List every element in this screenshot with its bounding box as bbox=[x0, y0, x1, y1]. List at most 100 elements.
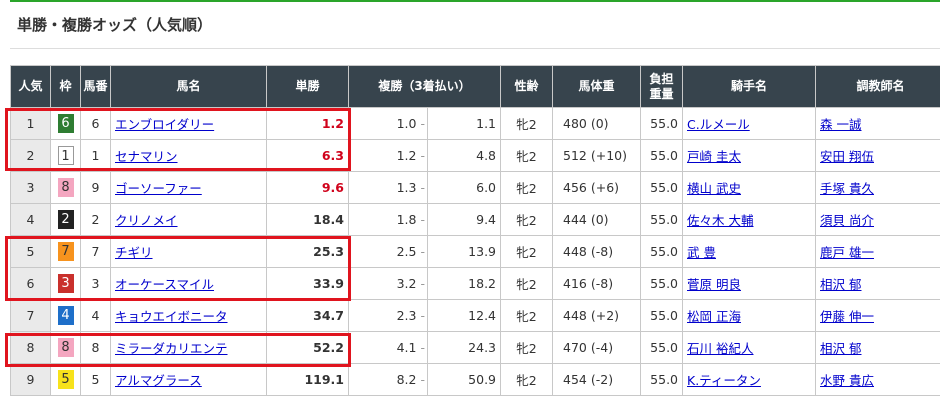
jockey-cell: 松岡 正海 bbox=[682, 299, 817, 332]
horse-name-link[interactable]: エンブロイダリー bbox=[115, 117, 215, 132]
table-row: 7 4 4 キョウエイボニータ 34.7 2.3 -12.4 牝2 448 (+2) 55.0 松… bbox=[10, 299, 940, 332]
top-accent-line bbox=[10, 0, 940, 2]
win-odds-cell: 25.3 bbox=[266, 235, 349, 268]
popularity: 1 bbox=[10, 107, 51, 140]
table-row: 1 6 6 エンブロイダリー 1.2 1.0 -1.1 牝2 480 (0) 55.0 C.ルメー… bbox=[10, 107, 940, 140]
sex-age: 牝2 bbox=[500, 299, 554, 332]
horse-number: 6 bbox=[80, 107, 111, 140]
place-odds-min: 4.1 - bbox=[348, 331, 428, 364]
jockey-link[interactable]: 佐々木 大輔 bbox=[687, 213, 754, 228]
win-odds-cell: 52.2 bbox=[266, 331, 349, 364]
win-odds-cell: 119.1 bbox=[266, 363, 349, 396]
frame-badge: 7 bbox=[57, 242, 74, 261]
header-row: 人気 枠 馬番 馬名 単勝 複勝（3着払い） 性齢 馬体重 負担 重量 騎手名 調… bbox=[10, 65, 940, 108]
horse-number: 3 bbox=[80, 267, 111, 300]
trainer-link[interactable]: 須貝 尚介 bbox=[820, 213, 874, 228]
jockey-link[interactable]: 松岡 正海 bbox=[687, 309, 741, 324]
jockey-cell: 石川 裕紀人 bbox=[682, 331, 817, 364]
win-odds: 6.3 bbox=[321, 148, 344, 163]
sex-age: 牝2 bbox=[500, 267, 554, 300]
jockey-link[interactable]: 石川 裕紀人 bbox=[687, 341, 754, 356]
place-min-value: 2.3 bbox=[396, 308, 417, 323]
horse-name-cell: ミラーダカリエンテ bbox=[110, 331, 267, 364]
place-odds-max: 4.8 bbox=[426, 139, 502, 172]
trainer-link[interactable]: 相沢 郁 bbox=[820, 277, 862, 292]
win-odds-cell: 1.2 bbox=[266, 107, 349, 140]
range-dash: - bbox=[420, 148, 425, 163]
range-dash: - bbox=[420, 372, 425, 387]
horse-number: 5 bbox=[80, 363, 111, 396]
place-odds-min: 1.3 - bbox=[348, 171, 428, 204]
horse-name-link[interactable]: ミラーダカリエンテ bbox=[115, 341, 228, 356]
trainer-link[interactable]: 手塚 貴久 bbox=[820, 181, 874, 196]
range-dash: - bbox=[420, 308, 425, 323]
horse-name-cell: アルマグラース bbox=[110, 363, 267, 396]
range-dash: - bbox=[420, 340, 425, 355]
place-min-value: 1.3 bbox=[396, 180, 417, 195]
jockey-link[interactable]: 戸崎 圭太 bbox=[687, 149, 741, 164]
frame-cell: 3 bbox=[50, 267, 81, 300]
load-weight: 55.0 bbox=[640, 299, 684, 332]
horse-name-cell: クリノメイ bbox=[110, 203, 267, 236]
jockey-link[interactable]: C.ルメール bbox=[687, 117, 750, 132]
horse-number: 4 bbox=[80, 299, 111, 332]
sex-age: 牝2 bbox=[500, 235, 554, 268]
win-odds: 33.9 bbox=[313, 276, 344, 291]
popularity: 6 bbox=[10, 267, 51, 300]
frame-cell: 8 bbox=[50, 331, 81, 364]
horse-number: 2 bbox=[80, 203, 111, 236]
divider bbox=[10, 48, 940, 49]
horse-name-cell: セナマリン bbox=[110, 139, 267, 172]
sex-age: 牝2 bbox=[500, 171, 554, 204]
place-min-value: 3.2 bbox=[396, 276, 417, 291]
win-odds: 18.4 bbox=[313, 212, 344, 227]
place-min-value: 1.8 bbox=[396, 212, 417, 227]
trainer-cell: 森 一誠 bbox=[815, 107, 940, 140]
header-load-line1: 負担 bbox=[649, 71, 674, 86]
body-weight: 512 (+10) bbox=[552, 139, 642, 172]
horse-name-link[interactable]: チギリ bbox=[115, 245, 153, 260]
horse-name-link[interactable]: アルマグラース bbox=[115, 373, 202, 388]
sex-age: 牝2 bbox=[500, 139, 554, 172]
trainer-link[interactable]: 水野 貴広 bbox=[820, 373, 874, 388]
win-odds: 25.3 bbox=[313, 244, 344, 259]
header-win: 単勝 bbox=[266, 65, 349, 108]
trainer-cell: 相沢 郁 bbox=[815, 331, 940, 364]
win-odds-cell: 9.6 bbox=[266, 171, 349, 204]
horse-name-cell: ゴーソーファー bbox=[110, 171, 267, 204]
trainer-link[interactable]: 鹿戸 雄一 bbox=[820, 245, 874, 260]
trainer-link[interactable]: 森 一誠 bbox=[820, 117, 862, 132]
jockey-cell: K.ティータン bbox=[682, 363, 817, 396]
win-odds: 119.1 bbox=[304, 372, 344, 387]
trainer-link[interactable]: 相沢 郁 bbox=[820, 341, 862, 356]
horse-name-link[interactable]: ゴーソーファー bbox=[115, 181, 202, 196]
place-odds-min: 1.2 - bbox=[348, 139, 428, 172]
trainer-link[interactable]: 伊藤 伸一 bbox=[820, 309, 874, 324]
place-odds-min: 1.8 - bbox=[348, 203, 428, 236]
trainer-cell: 伊藤 伸一 bbox=[815, 299, 940, 332]
table-row: 2 1 1 セナマリン 6.3 1.2 -4.8 牝2 512 (+10) 55.0 戸崎 圭太 安… bbox=[10, 139, 940, 172]
jockey-link[interactable]: 横山 武史 bbox=[687, 181, 741, 196]
horse-name-link[interactable]: キョウエイボニータ bbox=[115, 309, 228, 324]
load-weight: 55.0 bbox=[640, 107, 684, 140]
horse-number: 1 bbox=[80, 139, 111, 172]
frame-badge: 8 bbox=[57, 178, 74, 197]
sex-age: 牝2 bbox=[500, 363, 554, 396]
range-dash: - bbox=[420, 116, 425, 131]
place-odds-min: 2.3 - bbox=[348, 299, 428, 332]
sex-age: 牝2 bbox=[500, 107, 554, 140]
win-odds-cell: 34.7 bbox=[266, 299, 349, 332]
trainer-link[interactable]: 安田 翔伍 bbox=[820, 149, 874, 164]
header-jockey: 騎手名 bbox=[682, 65, 817, 108]
horse-number: 8 bbox=[80, 331, 111, 364]
header-horse-name: 馬名 bbox=[110, 65, 267, 108]
sex-age: 牝2 bbox=[500, 203, 554, 236]
horse-name-link[interactable]: セナマリン bbox=[115, 149, 178, 164]
horse-name-link[interactable]: オーケースマイル bbox=[115, 277, 215, 292]
horse-name-link[interactable]: クリノメイ bbox=[115, 213, 178, 228]
load-weight: 55.0 bbox=[640, 203, 684, 236]
jockey-link[interactable]: K.ティータン bbox=[687, 373, 761, 388]
jockey-link[interactable]: 菅原 明良 bbox=[687, 277, 741, 292]
horse-name-cell: チギリ bbox=[110, 235, 267, 268]
jockey-link[interactable]: 武 豊 bbox=[687, 245, 716, 260]
